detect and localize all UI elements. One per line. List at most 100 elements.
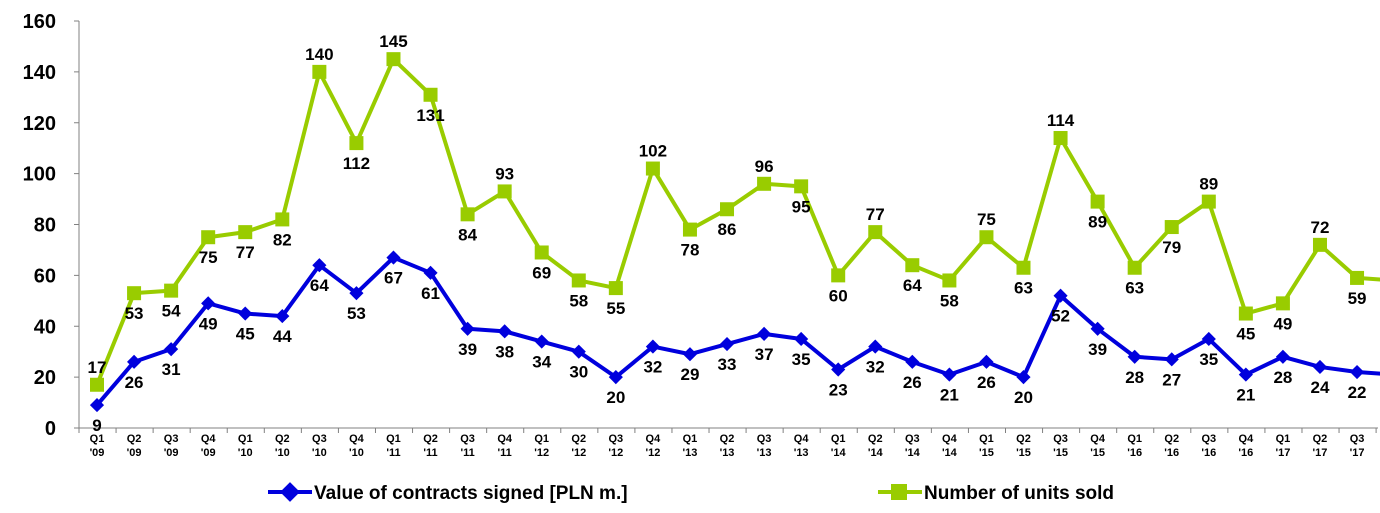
data-label: 20 — [1014, 388, 1033, 407]
x-tick-label-quarter: Q3 — [1053, 433, 1068, 445]
data-label: 96 — [755, 157, 774, 176]
data-point-square — [720, 202, 735, 217]
x-tick-label-year: '14 — [868, 447, 884, 459]
data-point-square — [1238, 306, 1253, 321]
data-label: 28 — [1125, 368, 1144, 387]
data-label: 21 — [940, 386, 959, 405]
legend: Value of contracts signed [PLN m.] Numbe… — [268, 482, 1114, 504]
data-point-square — [497, 184, 512, 199]
x-tick-label-quarter: Q1 — [683, 433, 698, 445]
data-point-square — [1312, 237, 1327, 252]
data-point-square — [645, 161, 660, 176]
data-point-diamond — [349, 286, 364, 301]
data-label: 131 — [416, 106, 444, 125]
x-tick-label-quarter: Q3 — [312, 433, 327, 445]
data-point-square — [386, 52, 401, 67]
x-tick-label-year: '12 — [571, 447, 586, 459]
data-label: 35 — [1199, 350, 1218, 369]
data-label: 72 — [1311, 218, 1330, 237]
x-tick-label-year: '09 — [201, 447, 216, 459]
data-point-square — [868, 225, 883, 240]
legend-item-contracts: Value of contracts signed [PLN m.] — [268, 482, 628, 504]
legend-marker-square — [891, 484, 907, 500]
data-label: 89 — [1088, 213, 1107, 232]
x-tick-label-quarter: Q4 — [794, 433, 810, 445]
data-point-square — [571, 273, 586, 288]
data-point-diamond — [460, 321, 475, 336]
data-label: 93 — [495, 164, 514, 183]
y-tick-label: 100 — [23, 164, 56, 186]
data-label: 49 — [1273, 314, 1292, 333]
data-point-square — [1127, 260, 1142, 275]
data-point-diamond — [201, 296, 216, 311]
x-tick-label-year: '10 — [238, 447, 253, 459]
x-tick-label-year: '15 — [1016, 447, 1031, 459]
x-tick-label-year: '15 — [1090, 447, 1105, 459]
data-label: 33 — [718, 355, 737, 374]
data-point-diamond — [979, 354, 994, 369]
data-label: 58 — [569, 291, 588, 310]
data-label: 26 — [125, 373, 144, 392]
x-tick-label-year: '12 — [608, 447, 623, 459]
x-tick-label-year: '13 — [794, 447, 809, 459]
data-label: 112 — [343, 154, 370, 173]
x-tick-label-quarter: Q4 — [1239, 433, 1255, 445]
data-point-square — [238, 225, 253, 240]
data-label: 44 — [273, 327, 292, 346]
data-label: 38 — [495, 342, 514, 361]
data-label: 30 — [569, 363, 588, 382]
data-label: 69 — [532, 263, 551, 282]
data-point-square — [757, 176, 772, 191]
x-tick-label-quarter: Q3 — [608, 433, 623, 445]
data-label: 17 — [88, 358, 107, 377]
data-point-diamond — [534, 334, 549, 349]
series-line-0 — [95, 255, 1380, 407]
data-point-square — [1016, 260, 1031, 275]
x-tick-label-quarter: Q2 — [868, 433, 883, 445]
data-label: 35 — [792, 350, 811, 369]
data-point-square — [127, 286, 142, 301]
data-point-square — [831, 268, 846, 283]
y-tick-label: 0 — [45, 418, 56, 440]
data-label: 114 — [1047, 111, 1075, 130]
data-label: 59 — [1348, 289, 1367, 308]
data-label: 53 — [347, 304, 366, 323]
data-point-square — [608, 281, 623, 296]
x-tick-label-quarter: Q3 — [164, 433, 179, 445]
data-label: 64 — [903, 276, 922, 295]
data-point-square — [905, 258, 920, 273]
x-tick-label-year: '11 — [498, 447, 512, 459]
x-tick-label-quarter: Q3 — [1201, 433, 1216, 445]
x-tick-label-year: '12 — [534, 447, 549, 459]
data-label: 26 — [977, 373, 996, 392]
data-label: 39 — [1088, 340, 1107, 359]
data-label: 32 — [643, 358, 662, 377]
data-point-diamond — [794, 331, 809, 347]
x-tick-label-year: '11 — [386, 447, 400, 459]
x-tick-label-quarter: Q2 — [423, 433, 438, 445]
data-label: 55 — [606, 299, 625, 318]
data-point-diamond — [1053, 288, 1068, 303]
x-tick-label-year: '16 — [1164, 447, 1179, 459]
data-label: 9 — [92, 416, 101, 435]
x-tick-label-quarter: Q2 — [1016, 433, 1031, 445]
data-label: 39 — [458, 340, 477, 359]
data-label: 145 — [379, 32, 407, 51]
data-point-square — [1053, 131, 1068, 146]
data-label: 23 — [829, 380, 848, 399]
data-label: 34 — [532, 353, 551, 372]
data-label: 82 — [273, 230, 292, 249]
x-tick-label-year: '09 — [164, 447, 179, 459]
data-label: 77 — [866, 205, 885, 224]
x-tick-label-quarter: Q4 — [201, 433, 217, 445]
data-point-diamond — [386, 250, 401, 265]
data-point-diamond — [571, 344, 586, 359]
x-tick-label-quarter: Q1 — [534, 433, 549, 445]
x-tick-label-quarter: Q4 — [349, 433, 365, 445]
data-label: 53 — [125, 304, 144, 323]
data-point-diamond — [1312, 359, 1328, 375]
data-labels: 9 26 31 49 45 44 64 53 67 61 39 38 34 30 20 32 29 33 37 35 2… — [88, 32, 1367, 435]
data-label: 26 — [903, 373, 922, 392]
